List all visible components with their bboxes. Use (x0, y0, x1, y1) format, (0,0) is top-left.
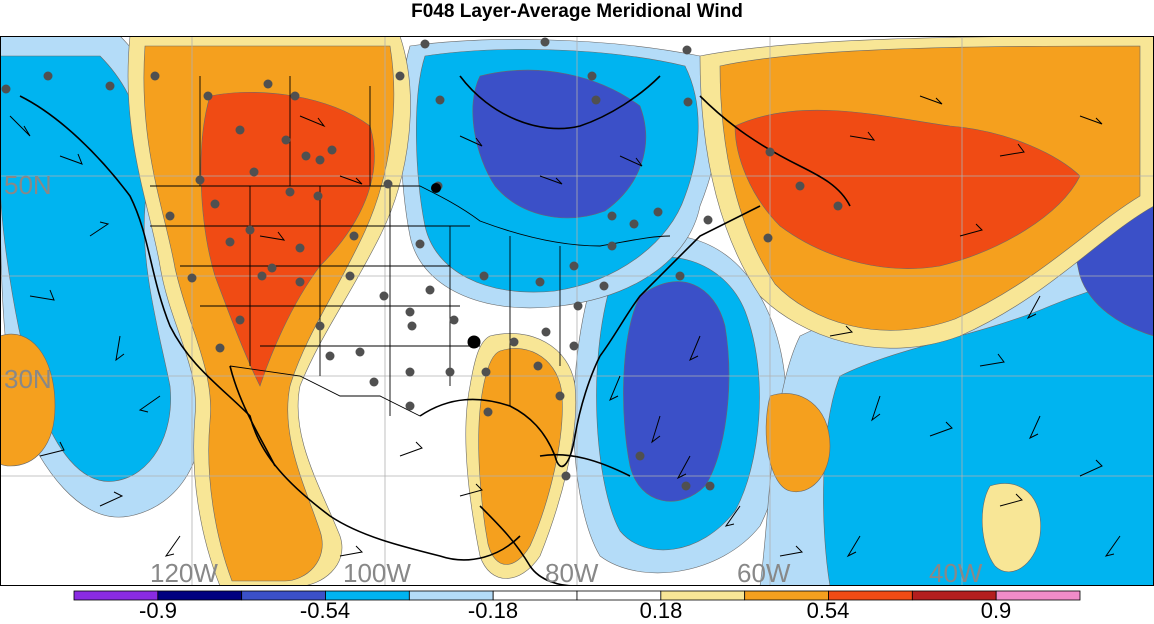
coast-cuba (539, 453, 631, 477)
region-mid-atlantic-mid (765, 393, 831, 493)
colorbar-label: -0.18 (467, 598, 519, 623)
lon-label-100w: 100W (343, 558, 411, 586)
border-us-canada (150, 185, 671, 247)
colorbar-swatch (995, 590, 1081, 601)
coast-baja (229, 365, 276, 467)
map-title: F048 Layer-Average Meridional Wind (411, 1, 743, 22)
region-west-edge-mid (0, 333, 56, 467)
colorbar-label: -0.9 (139, 598, 177, 623)
coast-labrador (699, 95, 851, 207)
meridional-wind-map: 50N 30N 120W 100W 80W 60W 40W (0, 36, 1154, 586)
region-west-atlantic-strong (623, 281, 730, 502)
lat-label-50n: 50N (4, 170, 52, 200)
region-east-small-weak (981, 483, 1041, 573)
lat-label-30n: 30N (4, 364, 52, 394)
colorbar-label: 0.54 (806, 598, 850, 623)
coastlines (19, 75, 851, 586)
political-borders (150, 76, 671, 417)
lon-label-120w: 120W (150, 558, 218, 586)
region-canada-strong (472, 69, 647, 219)
coast-east (599, 205, 761, 357)
lon-label-40w: 40W (929, 558, 983, 586)
colorbar-label: -0.54 (299, 598, 351, 623)
coast-west (19, 95, 521, 561)
graticule (0, 36, 1154, 586)
colorbar-segments (73, 590, 1081, 601)
colorbar (73, 590, 1081, 601)
station-markers (1, 37, 843, 491)
region-rockies-strong (200, 92, 375, 387)
coast-hudson (459, 75, 661, 130)
coast-central-america (479, 505, 576, 586)
lon-label-80w: 80W (545, 558, 599, 586)
lon-label-60w: 60W (737, 558, 791, 586)
region-nw-atlantic-strong (734, 109, 1081, 269)
coordinate-labels: 50N 30N 120W 100W 80W 60W 40W (4, 170, 983, 586)
border-us-mexico (229, 365, 421, 417)
colorbar-label: 0.18 (639, 598, 683, 623)
wind-barbs (9, 95, 1121, 558)
colorbar-label: 0.9 (980, 598, 1012, 623)
coast-gulf (419, 355, 601, 468)
positive-wind-regions (0, 36, 1154, 586)
